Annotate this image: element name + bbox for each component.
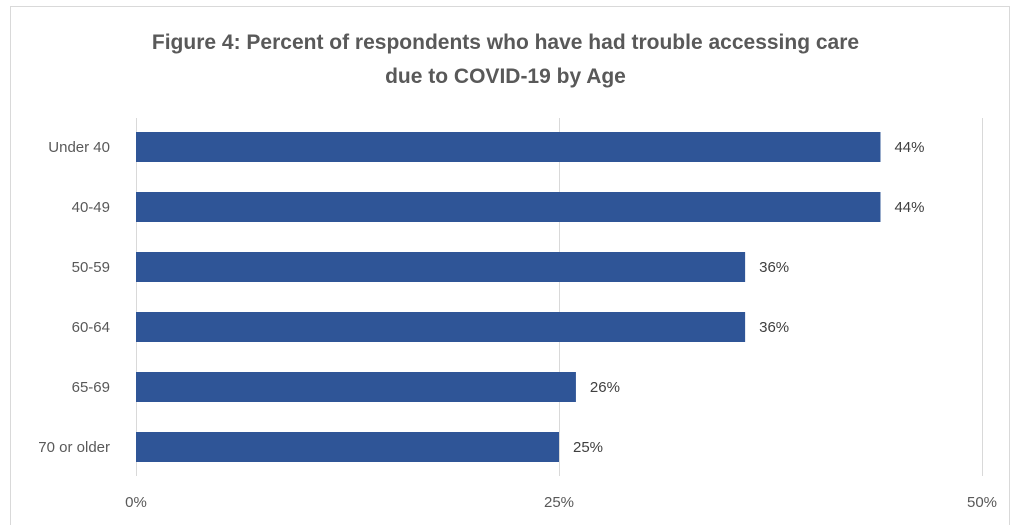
data-label: 36% [759,259,789,276]
category-label: 40-49 [72,199,110,216]
category-label: 65-69 [72,379,110,396]
data-label: 26% [590,379,620,396]
category-label: 50-59 [72,259,110,276]
bar-2 [136,252,746,282]
category-label: 60-64 [72,319,110,336]
data-label: 25% [573,439,603,456]
data-label: 36% [759,319,789,336]
bar-1 [136,192,881,222]
x-tick-label: 25% [544,494,574,511]
data-label: 44% [894,139,924,156]
chart-title-line-2: due to COVID-19 by Age [385,65,626,88]
bar-4 [136,372,576,402]
data-label: 44% [894,199,924,216]
x-tick-label: 0% [125,494,147,511]
chart-title-line-1: Figure 4: Percent of respondents who hav… [151,31,860,54]
bar-0 [136,132,881,162]
category-label: 70 or older [38,439,110,456]
category-label: Under 40 [48,139,110,156]
x-tick-label: 50% [967,494,997,511]
bar-5 [136,432,559,462]
bar-3 [136,312,746,342]
chart-title: Figure 4: Percent of respondents who hav… [0,26,1011,94]
